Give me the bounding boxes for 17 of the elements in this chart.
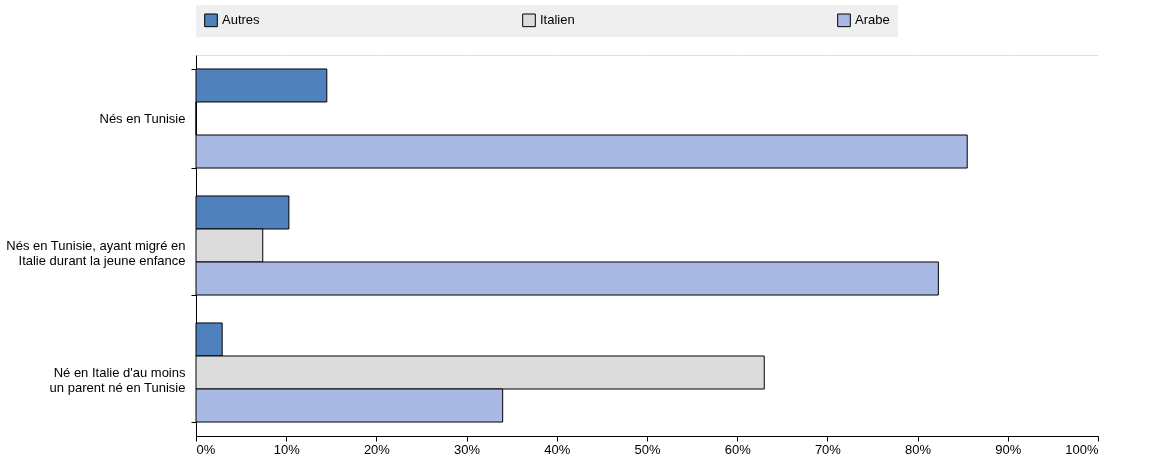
x-tick-label: 0% <box>196 441 216 457</box>
x-tick-label: 10% <box>273 441 301 457</box>
legend-label: Italien <box>540 12 575 28</box>
y-tick-label: Nés en Tunisie <box>99 111 186 126</box>
x-tick-label: 60% <box>724 441 752 457</box>
x-tick-label: 80% <box>905 441 932 457</box>
x-tick-label: 20% <box>363 441 391 457</box>
y-tick-label: Nés en Tunisie, ayant migré en Italie durant la jeune enfance <box>6 238 186 268</box>
legend-label: Arabe <box>855 12 890 28</box>
x-tick-label: 70% <box>814 441 842 457</box>
x-tick-label: 40% <box>544 441 571 457</box>
x-tick-label: 30% <box>454 441 481 457</box>
y-tick-label: Né en Italie d'au moins un parent né en Tunisie <box>49 365 186 395</box>
x-tick-label: 100% <box>1065 441 1099 457</box>
x-tick-label: 90% <box>995 441 1022 457</box>
x-tick-label: 50% <box>634 441 661 457</box>
legend-label: Autres <box>222 12 261 28</box>
